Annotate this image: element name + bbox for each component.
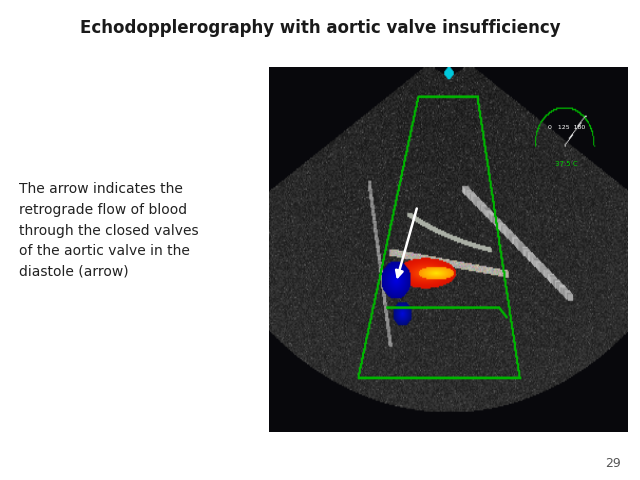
Text: Echodopplerography with aortic valve insufficiency: Echodopplerography with aortic valve ins… xyxy=(80,19,560,37)
Text: 37.5 C: 37.5 C xyxy=(555,161,577,167)
Text: The arrow indicates the
retrograde flow of blood
through the closed valves
of th: The arrow indicates the retrograde flow … xyxy=(19,182,199,279)
Text: 0   125  180: 0 125 180 xyxy=(548,125,585,130)
Text: 29: 29 xyxy=(605,457,621,470)
